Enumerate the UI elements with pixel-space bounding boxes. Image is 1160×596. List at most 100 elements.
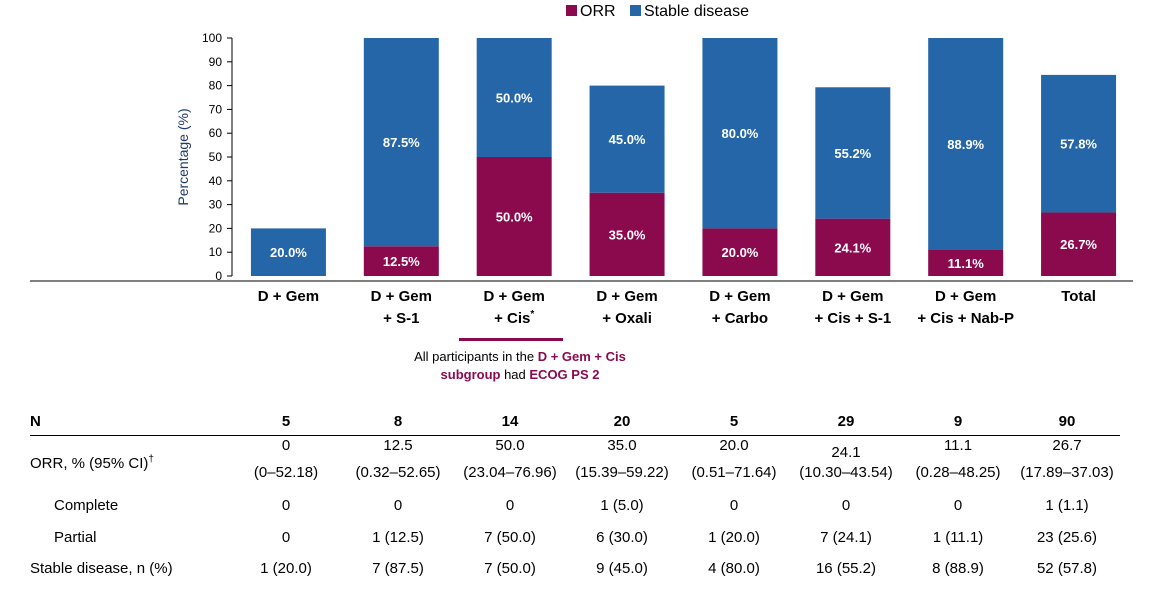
x-tick-label: + Carbo [712, 310, 768, 327]
table-cell: 1 (20.0) [708, 529, 760, 546]
table-cell: 1 (5.0) [600, 497, 644, 514]
data-label: 57.8% [1060, 137, 1097, 152]
table-cell: 1 (20.0) [260, 560, 312, 577]
table-cell: 4 (80.0) [708, 560, 760, 577]
table-cell: 35.0 [607, 437, 637, 455]
table-cell: 0 [505, 497, 515, 514]
bar-segment-stable-disease [815, 87, 891, 219]
table-cell: 9 (45.0) [596, 560, 648, 577]
table-cell: 5 [230, 407, 342, 436]
row-label: Complete [54, 497, 119, 514]
data-label: 12.5% [383, 254, 420, 269]
dagger-footnote: † [148, 453, 154, 465]
bar-segment-orr [363, 246, 439, 276]
table-cell: (23.04–76.96) [463, 464, 557, 481]
x-tick-label: D + Gem [371, 288, 432, 305]
data-label: 88.9% [947, 137, 984, 152]
x-tick-label: Total [1061, 288, 1096, 305]
legend-swatch [630, 5, 641, 16]
table-row: N 5 8 14 20 5 29 9 90 [30, 407, 1120, 436]
table-row: (0–52.18) (0.32–52.65) (23.04–76.96) (15… [30, 456, 1120, 490]
table-cell: (0–52.18) [253, 464, 319, 481]
table-row: Complete 0 0 0 1 (5.0) 0 0 0 1 (1.1) [30, 490, 1120, 522]
orr-ci: (10.30–43.54) [799, 464, 893, 482]
x-tick-label: D + Gem [258, 288, 319, 305]
data-label: 55.2% [834, 146, 871, 161]
note-text: All participants in the [414, 349, 538, 364]
x-tick-label: + Cis + Nab-P [917, 310, 1014, 327]
note-highlight: subgroup [440, 367, 501, 382]
table-cell: (17.89–37.03) [1020, 464, 1114, 481]
table-row: Stable disease, n (%) 1 (20.0) 7 (87.5) … [30, 554, 1120, 584]
x-tick-label: D + Gem [822, 288, 883, 305]
orr-value: 24.1 [831, 444, 861, 462]
data-label: 35.0% [609, 227, 646, 242]
table-cell: 52 (57.8) [1036, 560, 1098, 577]
bar-segment-stable-disease [928, 38, 1004, 250]
table-cell: 12.5 [383, 437, 413, 455]
x-tick-label: D + Gem [935, 288, 996, 305]
table-cell: 0 [281, 437, 291, 455]
table-cell: (15.39–59.22) [575, 464, 669, 481]
data-label: 80.0% [722, 126, 759, 141]
table-cell: 1 (11.1) [932, 529, 984, 546]
table-cell: 20 [566, 407, 678, 436]
table-cell: 0 [281, 529, 291, 546]
bar-segment-orr [815, 218, 891, 276]
bar-segment-stable-disease [589, 85, 665, 193]
bar-segment-orr [1041, 212, 1117, 276]
table-cell: 24.1 (10.30–43.54) [790, 436, 902, 490]
table-cell: 8 [342, 407, 454, 436]
table-cell: 90 [1014, 407, 1120, 436]
data-label: 26.7% [1060, 237, 1097, 252]
note-highlight: ECOG PS 2 [529, 367, 600, 382]
table-cell: 50.0 [495, 437, 525, 455]
table-cell: 0 [953, 497, 963, 514]
data-label: 45.0% [609, 132, 646, 147]
data-label: 20.0% [270, 245, 307, 260]
y-tick-label: 30 [209, 198, 223, 212]
data-label: 87.5% [383, 135, 420, 150]
y-tick-label: 100 [202, 31, 222, 45]
bar-segment-orr [702, 228, 778, 276]
table-cell: 7 (50.0) [484, 529, 536, 546]
footnote-marker: * [530, 309, 534, 320]
table-cell: 1 (1.1) [1045, 497, 1089, 514]
table-row: Partial 0 1 (12.5) 7 (50.0) 6 (30.0) 1 (… [30, 522, 1120, 554]
table-cell: 7 (87.5) [372, 560, 424, 577]
table-cell: 11.1 [943, 437, 973, 455]
y-tick-label: 0 [215, 269, 222, 283]
data-label: 20.0% [722, 245, 759, 260]
table-cell: 6 (30.0) [596, 529, 648, 546]
bar-segment-orr [476, 157, 552, 276]
y-tick-label: 70 [209, 102, 223, 116]
table-cell: 16 (55.2) [815, 560, 877, 577]
subgroup-note: All participants in the D + Gem + Cis su… [380, 348, 660, 384]
y-tick-label: 60 [209, 126, 223, 140]
row-label: N [30, 407, 230, 436]
table-cell: 20.0 [719, 437, 749, 455]
table-cell: 5 [678, 407, 790, 436]
legend-label: Stable disease [644, 3, 749, 20]
stacked-bar-chart: 0 10 20 30 40 50 60 70 80 90 100 Percentage (%) 20.0… [30, 3, 1133, 327]
bar-segment-stable-disease [1041, 74, 1117, 213]
x-tick-label: D + Gem [484, 288, 545, 305]
orr-label: ORR, % (95% CI) [30, 454, 149, 472]
x-tick-label: + Oxali [602, 310, 652, 327]
legend-swatch [566, 5, 577, 16]
data-label: 11.1% [948, 256, 985, 271]
row-label: Partial [54, 529, 97, 546]
row-label: ORR, % (95% CI)† [30, 436, 230, 490]
bar-segment-orr [589, 192, 665, 276]
table-cell: 9 [902, 407, 1014, 436]
table-cell: 7 (50.0) [484, 560, 536, 577]
table-cell: (0.28–48.25) [915, 464, 1001, 481]
bar-segment-stable-disease [363, 38, 439, 247]
table-cell: 7 (24.1) [820, 529, 872, 546]
bar-segment-stable-disease [250, 228, 326, 276]
x-tick-label: D + Gem [709, 288, 770, 305]
table-cell: 1 (12.5) [372, 529, 424, 546]
note-text: had [500, 367, 530, 382]
data-label: 50.0% [496, 210, 533, 225]
note-highlight: D + Gem + Cis [537, 349, 626, 364]
